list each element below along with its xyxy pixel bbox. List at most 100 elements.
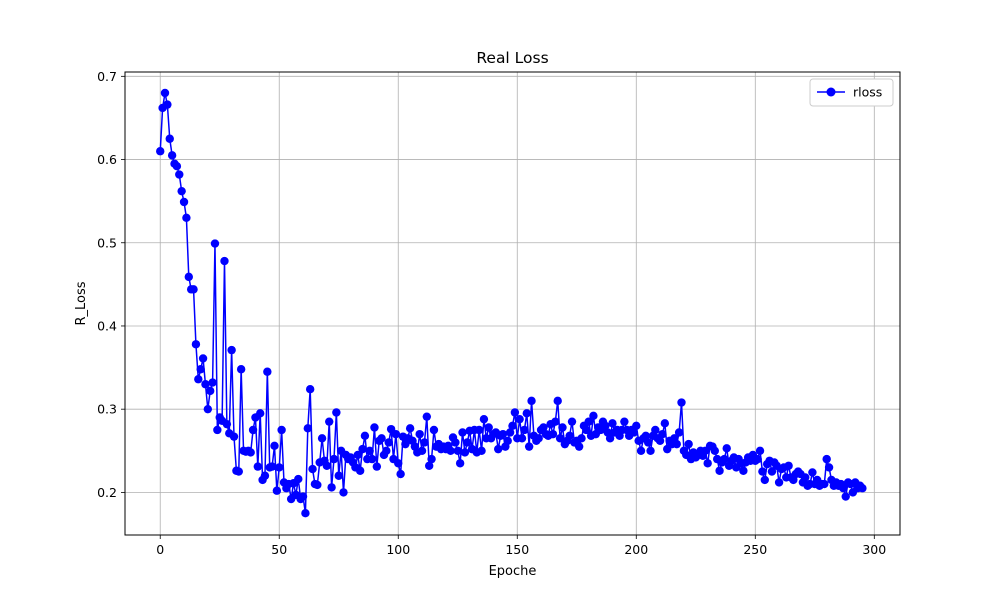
y-tick-label: 0.6: [97, 152, 117, 167]
data-point: [758, 467, 767, 476]
y-tick-label: 0.2: [97, 485, 117, 500]
data-point: [458, 428, 467, 437]
y-tick-label: 0.7: [97, 69, 117, 84]
data-point: [522, 409, 531, 418]
data-point: [629, 428, 639, 437]
data-point: [382, 446, 391, 455]
data-point: [620, 417, 629, 426]
data-point: [422, 412, 432, 421]
data-point: [474, 425, 484, 435]
data-point: [451, 438, 460, 447]
data-point: [677, 398, 686, 407]
data-point: [308, 464, 317, 474]
data-point: [196, 365, 205, 374]
data-point: [660, 419, 670, 428]
data-point: [510, 408, 520, 417]
data-point: [548, 429, 558, 439]
data-point: [253, 462, 263, 471]
data-point: [405, 424, 415, 433]
data-point: [463, 438, 472, 447]
data-point: [632, 421, 641, 431]
data-point: [739, 466, 748, 475]
data-point: [636, 446, 646, 455]
series-layer: [156, 88, 867, 518]
data-point: [715, 466, 724, 475]
data-point: [191, 340, 201, 349]
data-point: [710, 446, 720, 455]
data-point: [208, 378, 217, 387]
data-point: [184, 272, 193, 282]
data-point: [503, 436, 512, 445]
data-point: [277, 425, 286, 435]
data-point: [641, 431, 650, 441]
data-point: [753, 454, 762, 464]
data-point: [365, 446, 374, 455]
data-point: [327, 483, 336, 492]
data-point: [294, 474, 303, 484]
x-tick-label: 100: [386, 542, 410, 557]
legend: rloss: [809, 78, 894, 107]
data-point: [256, 409, 265, 418]
data-point: [198, 354, 208, 363]
data-point: [303, 424, 312, 433]
data-point: [755, 446, 765, 455]
data-point: [767, 467, 777, 476]
data-point: [858, 484, 867, 493]
data-point: [394, 459, 403, 468]
data-point: [396, 469, 405, 479]
data-point: [370, 423, 379, 432]
data-point: [460, 448, 470, 457]
data-point: [298, 492, 308, 501]
data-point: [355, 466, 365, 475]
data-point: [505, 428, 515, 437]
data-point: [325, 417, 334, 426]
data-point: [384, 438, 393, 447]
data-point: [377, 434, 386, 443]
y-tick-label: 0.4: [97, 318, 117, 333]
data-point: [658, 429, 667, 439]
data-point: [391, 429, 401, 439]
data-point: [270, 441, 279, 450]
data-point: [172, 162, 182, 171]
data-point: [275, 463, 284, 472]
data-point: [163, 100, 172, 109]
data-point: [520, 425, 529, 435]
x-tick-label: 300: [862, 542, 886, 557]
data-point: [177, 186, 186, 196]
data-point: [524, 442, 534, 451]
data-point: [160, 88, 170, 98]
data-point: [165, 134, 174, 143]
y-tick-label: 0.5: [97, 235, 117, 250]
data-point: [824, 463, 834, 472]
data-point: [801, 473, 810, 482]
x-tick-label: 150: [505, 542, 529, 557]
data-point: [839, 484, 848, 493]
data-point: [841, 492, 850, 501]
data-point: [272, 486, 282, 495]
data-point: [372, 462, 382, 471]
data-point: [555, 434, 565, 443]
data-point: [527, 396, 536, 406]
tick-layer: 0 50 100 150 200 250 300 0.2 0.3 0.4 0.5 0.6 0.7: [97, 69, 886, 557]
data-point: [584, 417, 593, 426]
data-point: [305, 385, 315, 394]
data-point: [267, 462, 277, 471]
data-point: [605, 434, 615, 443]
data-point: [424, 461, 434, 470]
data-point: [477, 446, 486, 455]
data-point: [760, 475, 769, 485]
data-point: [774, 478, 784, 487]
x-axis-label: Epoche: [489, 564, 537, 579]
data-point: [577, 434, 586, 443]
x-tick-label: 250: [743, 542, 767, 557]
y-tick-label: 0.3: [97, 402, 117, 417]
data-point: [201, 380, 210, 389]
data-point: [260, 471, 270, 480]
data-point: [234, 467, 243, 476]
data-point: [551, 417, 560, 426]
data-point: [329, 454, 339, 464]
data-point: [515, 414, 524, 424]
data-point: [156, 147, 165, 156]
data-point: [703, 459, 712, 468]
